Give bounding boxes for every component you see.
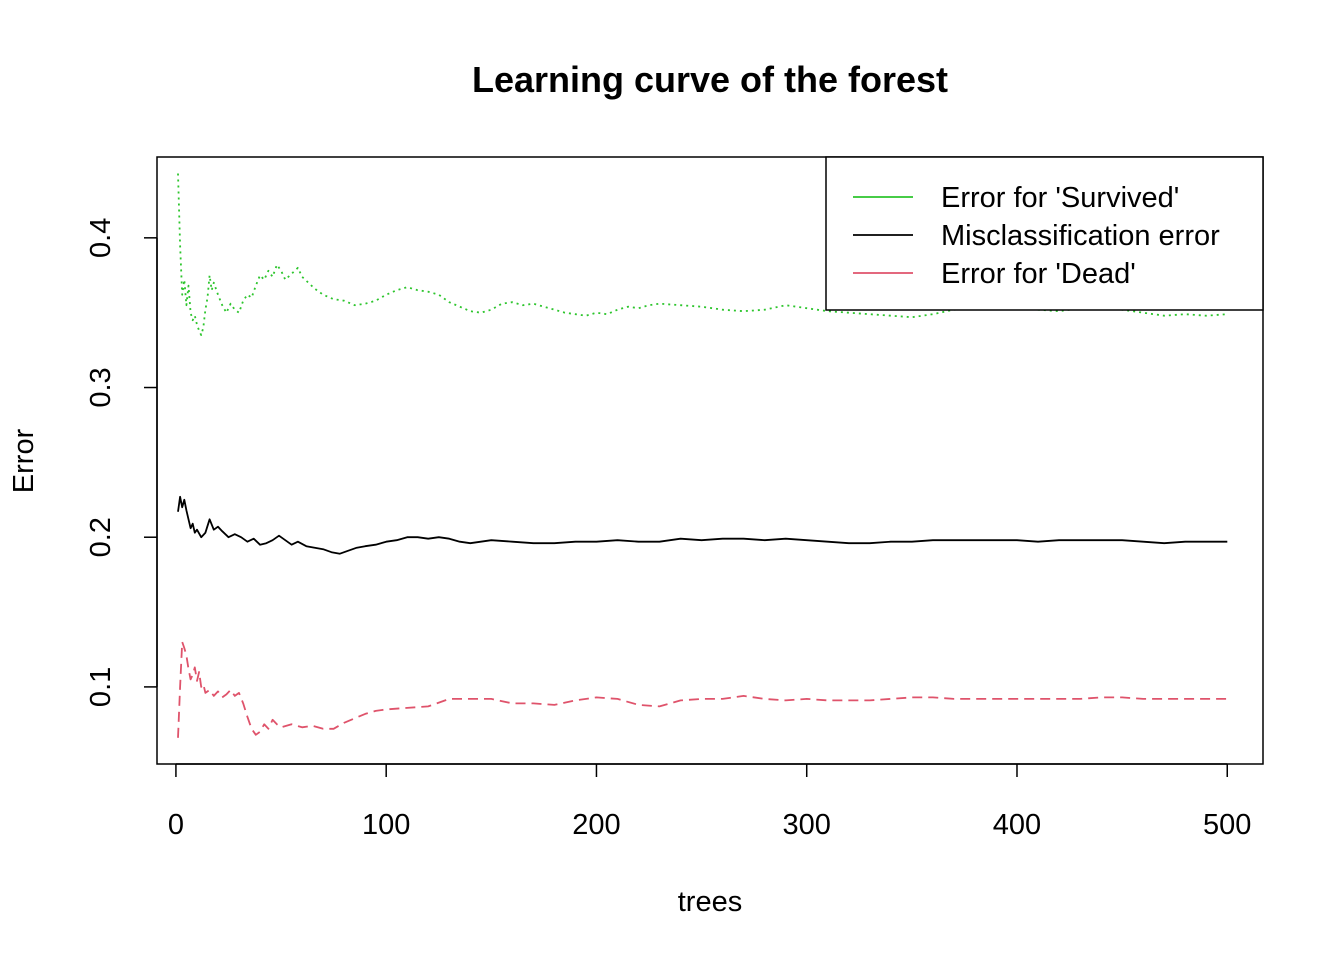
legend-box	[825, 156, 1264, 311]
series-line-2	[177, 641, 1228, 738]
y-axis: 0.1 0.2 0.3 0.4	[85, 218, 158, 707]
x-tick-label: 200	[572, 809, 620, 841]
legend-label-2: Error for 'Dead'	[941, 258, 1136, 290]
y-tick-label: 0.1	[85, 667, 117, 707]
x-tick-label: 400	[993, 809, 1041, 841]
x-tick-label: 300	[783, 809, 831, 841]
x-axis-label: trees	[678, 886, 742, 918]
y-tick-label: 0.3	[85, 367, 117, 407]
series-line-1	[177, 495, 1228, 555]
x-tick-label: 100	[362, 809, 410, 841]
y-tick-label: 0.2	[85, 517, 117, 557]
series-line-0	[177, 173, 1228, 337]
y-axis-label: Error	[8, 428, 40, 493]
chart-title: Learning curve of the forest	[472, 59, 948, 100]
legend-label-0: Error for 'Survived'	[941, 182, 1179, 214]
x-tick-label: 500	[1203, 809, 1251, 841]
series-layer	[177, 173, 1228, 738]
y-tick-label: 0.4	[85, 218, 117, 258]
x-axis: 0 100 200 300 400 500	[168, 763, 1251, 841]
legend-label-1: Misclassification error	[941, 220, 1220, 252]
x-tick-label: 0	[168, 809, 184, 841]
legend: Error for 'Survived' Misclassification er…	[825, 156, 1264, 311]
